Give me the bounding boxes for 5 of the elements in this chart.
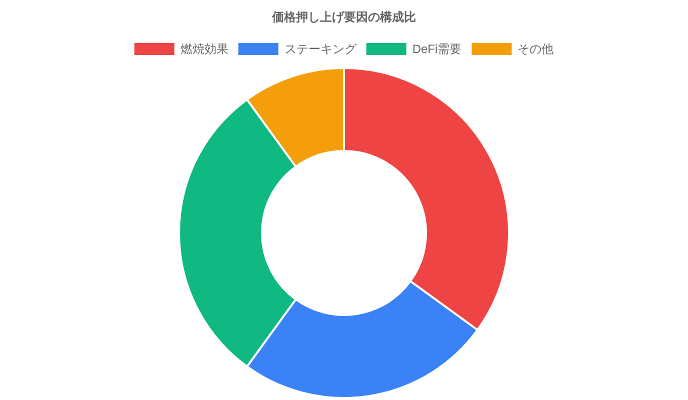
legend-label: DeFi需要 (412, 42, 462, 56)
legend-label: 燃焼効果 (180, 42, 228, 56)
title: 価格押し上げ要因の構成比 (272, 10, 416, 24)
legend-label: ステーキング (284, 42, 358, 56)
legend-label: その他 (518, 42, 554, 56)
